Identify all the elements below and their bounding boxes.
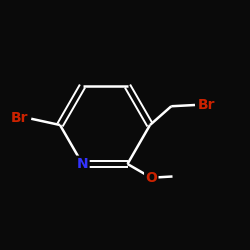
Text: Br: Br — [198, 98, 215, 112]
Text: N: N — [77, 157, 88, 171]
Text: Br: Br — [11, 110, 29, 124]
Text: O: O — [145, 171, 157, 185]
Text: O: O — [145, 171, 157, 185]
